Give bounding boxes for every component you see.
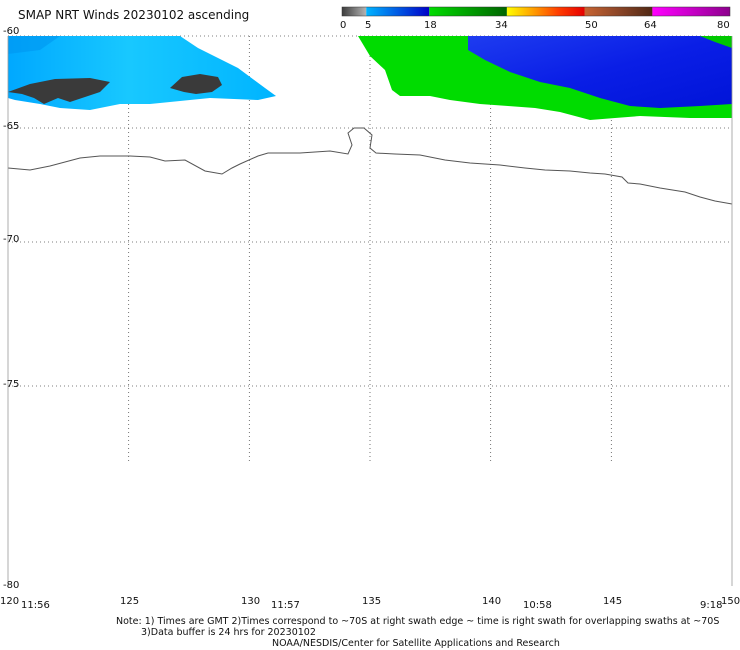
wind-swath-left (8, 36, 276, 110)
swath-strong-wind-edge (700, 36, 732, 48)
colorbar-segment (429, 7, 507, 16)
map-title: SMAP NRT Winds 20230102 ascending (18, 8, 250, 22)
colorbar-segment (342, 7, 367, 16)
swath-moderate-wind-patch (8, 36, 60, 54)
lon-tick-label: 120 (0, 596, 20, 607)
lat-tick-label: -60 (3, 26, 20, 37)
lon-tick-label: 140 (482, 596, 502, 607)
lon-tick-label: 125 (120, 596, 140, 607)
calm-wind-patch (170, 74, 222, 94)
colorbar-segment (652, 7, 730, 16)
colorbar-label: 0 (340, 20, 347, 31)
swath-time-label: 10:58 (523, 600, 552, 611)
colorbar-segment (506, 7, 585, 16)
lat-tick-label: -75 (3, 379, 20, 390)
colorbar-segment (584, 7, 653, 16)
colorbar-label: 80 (717, 20, 730, 31)
calm-wind-patch (8, 78, 110, 104)
colorbar-segments (342, 7, 730, 16)
colorbar-label: 18 (424, 20, 437, 31)
note-line: 3)Data buffer is 24 hrs for 20230102 (141, 627, 316, 638)
lon-tick-label: 145 (603, 596, 623, 607)
lon-tick-label: 130 (241, 596, 261, 607)
swath-moderate-wind-area (468, 36, 732, 108)
colorbar-label: 34 (495, 20, 508, 31)
credit-line: NOAA/NESDIS/Center for Satellite Applica… (272, 638, 560, 649)
wind-swath-right (358, 36, 732, 120)
swath-time-label: 9:18 (700, 600, 723, 611)
colorbar-label: 64 (644, 20, 657, 31)
colorbar-frame (341, 6, 731, 17)
wind-speed-colorbar (341, 6, 731, 17)
lon-tick-label: 135 (362, 596, 382, 607)
lat-tick-label: -65 (3, 121, 20, 132)
swath-time-label: 11:56 (21, 600, 50, 611)
lon-tick-label: 150 (721, 596, 740, 607)
colorbar-label: 50 (585, 20, 598, 31)
note-line: Note: 1) Times are GMT 2)Times correspon… (116, 616, 720, 627)
swath-time-label: 11:57 (271, 600, 300, 611)
colorbar-segment (366, 7, 430, 16)
colorbar-label: 5 (365, 20, 372, 31)
lat-tick-label: -70 (3, 234, 20, 245)
lat-tick-label: -80 (3, 580, 20, 591)
antarctic-coastline (7, 127, 733, 205)
